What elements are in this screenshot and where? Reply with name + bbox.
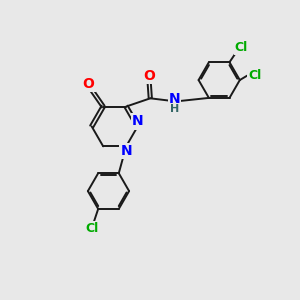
Text: Cl: Cl — [86, 222, 99, 235]
Text: N: N — [169, 92, 180, 106]
Text: O: O — [143, 69, 155, 82]
Text: Cl: Cl — [235, 41, 248, 54]
Text: H: H — [170, 104, 179, 115]
Text: N: N — [120, 144, 132, 158]
Text: N: N — [132, 114, 143, 128]
Text: Cl: Cl — [248, 69, 261, 82]
Text: O: O — [82, 77, 94, 91]
